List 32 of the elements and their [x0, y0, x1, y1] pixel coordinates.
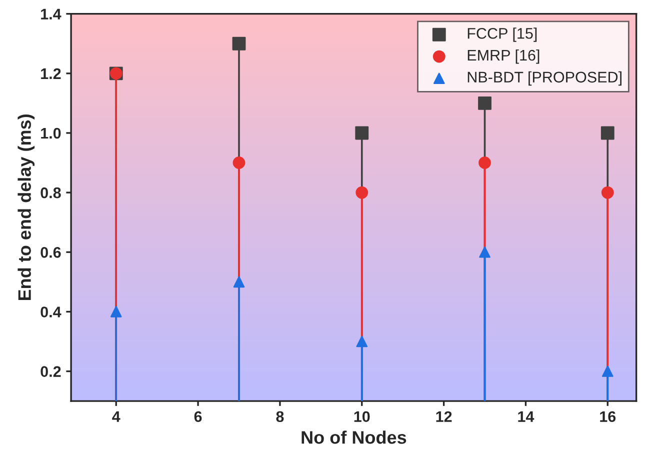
y-tick-label: 0.4	[40, 306, 62, 318]
point	[600, 126, 614, 140]
x-tick-label: 6	[194, 411, 202, 422]
y-tick-label: 1.2	[41, 68, 61, 79]
x-tick-label: 8	[276, 411, 284, 422]
x-tick-label: 12	[436, 411, 452, 422]
legend-label: NB-BDT [PROPOSED]	[468, 71, 622, 86]
y-tick-label: 1.0	[41, 128, 61, 139]
y-tick-label: 1.4	[41, 8, 62, 20]
point	[602, 366, 614, 377]
y-axis-title: End to end delay (ms)	[18, 114, 35, 300]
legend-label: EMRP [16]	[468, 49, 540, 64]
point	[232, 36, 246, 50]
point	[478, 156, 491, 169]
y-tick-label: 0.8	[40, 187, 61, 198]
point	[110, 306, 122, 318]
point	[355, 126, 369, 140]
point	[601, 186, 614, 199]
point	[356, 186, 368, 199]
point	[478, 96, 492, 110]
point	[356, 336, 368, 348]
x-tick-label: 16	[600, 411, 616, 422]
x-tick-label: 14	[518, 411, 534, 422]
point	[233, 276, 245, 288]
legend-label: FCCP [15]	[468, 28, 537, 42]
y-tick-label: 0.2	[40, 366, 61, 377]
x-tick-label: 10	[354, 411, 370, 422]
x-tick-label: 4	[112, 411, 120, 422]
point	[232, 156, 246, 169]
x-axis-title: No of Nodes	[302, 430, 406, 444]
y-tick-label: 0.6	[40, 247, 61, 258]
point	[479, 246, 490, 258]
